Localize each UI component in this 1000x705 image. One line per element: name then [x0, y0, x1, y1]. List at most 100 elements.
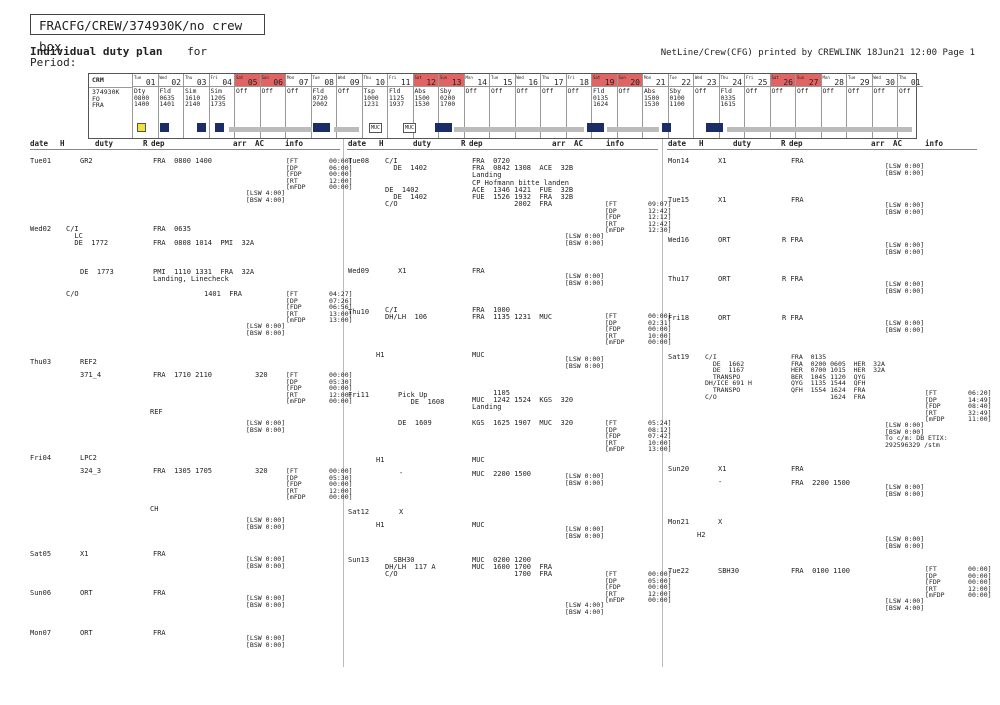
calendar-day-header: Tue 08: [311, 74, 336, 87]
calendar-day-1: Tue 01 Dty 0800 1400: [132, 74, 158, 138]
duty-code: ORT: [80, 629, 93, 637]
day-number: 22: [681, 78, 691, 87]
ft-block: [FT 06:20] [DP 14:49] [FDP 08:40] [RT 32…: [925, 389, 992, 424]
calendar-day-duty: Off: [618, 88, 630, 95]
weekday-label: Wed: [695, 75, 703, 80]
calendar-day-duty: Off: [873, 88, 885, 95]
calendar-day-duty: Sby 0100 1100: [669, 88, 685, 109]
weekday-label: Tue: [312, 75, 320, 80]
col-r: R: [461, 139, 466, 148]
marker: [160, 123, 169, 132]
dep-info: FRA: [472, 267, 485, 275]
weekday-label: Wed: [159, 75, 167, 80]
calendar-day-header: Sat 05: [235, 74, 260, 87]
calendar-day-duty: Abs 1500 1530: [644, 88, 660, 109]
day-date: Tue15: [668, 196, 690, 204]
duty-code: CH: [150, 505, 159, 513]
calendar-day-11: Fri 11 Fld 1125 1937: [387, 74, 413, 138]
marker-yellow: [137, 123, 146, 132]
duty-code: DE 1773: [80, 268, 114, 276]
day-date: Tue08: [348, 157, 370, 165]
duty-code: Pick Up DE 1608: [398, 391, 445, 407]
weekday-label: Thu: [363, 75, 371, 80]
calendar-day-21: Mon 21 Abs 1500 1530: [642, 74, 668, 138]
ft-block: [FT 00:00] [DP 00:00] [FDP 00:00] [RT 12…: [925, 565, 992, 600]
day-number: 19: [604, 78, 615, 87]
col-h: H: [699, 139, 704, 148]
calendar-day-duty: Off: [797, 88, 809, 95]
day-number: 08: [324, 78, 334, 87]
dep-info: MUC MUC 2200 1500: [472, 456, 532, 479]
day-number: 30: [885, 78, 895, 87]
dep-info: R FRA: [782, 275, 804, 283]
weekday-label: Sat: [771, 75, 779, 80]
ft-block: [FT 09:07] [DP 12:42] [FDP 12:12] [RT 12…: [605, 200, 672, 235]
day-number: 15: [502, 78, 513, 87]
calendar-day-8: Tue 08 Fld 0720 2002: [310, 74, 336, 138]
col-dep: dep: [789, 139, 803, 148]
calendar-day-header: Mon 07: [286, 74, 311, 87]
day-number: 25: [757, 78, 768, 87]
calendar-day-header: Fri 11: [388, 74, 413, 87]
calendar-day-6: Sun 06 Off: [259, 74, 285, 138]
gray-bar: [727, 127, 912, 132]
calendar-day-header: Thu 03: [184, 74, 209, 87]
lsw-block: [LSW 0:00] [BSW 0:00]: [565, 525, 605, 540]
dep-info: FRA 0720 FRA 0842 1308 ACE 32B Landing C…: [472, 157, 574, 209]
day-date: Thu17: [668, 275, 690, 283]
calendar-day-header: Fri 18: [566, 74, 591, 87]
col-info: info: [925, 139, 944, 148]
column-underline: [667, 149, 977, 150]
dep-info: FRA 1000 FRA 1135 1231 MUC: [472, 306, 553, 322]
day-date: Sun20: [668, 465, 690, 473]
day-number: 01: [145, 78, 156, 87]
duty-code: REF: [150, 408, 163, 416]
calendar-day-25: Fri 25 Off: [744, 74, 770, 138]
day-date: Sat05: [30, 550, 52, 558]
lsw-block: [LSW 0:00] [BSW 0:00]: [885, 483, 925, 498]
duty-code: C/I LC DE 1772: [66, 225, 109, 248]
lsw-block: [LSW 4:00] [BSW 4:00]: [565, 601, 605, 616]
day-date: Mon21: [668, 518, 690, 526]
calendar-day-26: Sat 26 Off: [769, 74, 795, 138]
calendar-day-header: Sun 06: [260, 74, 285, 87]
duty-code: ORT: [718, 236, 731, 244]
calendar-day-13: Sun 13 Sby 0200 1700: [438, 74, 464, 138]
ft-block: [FT 00:00] [DP 05:30] [FDP 00:00] [RT 12…: [286, 467, 353, 502]
marker: [662, 123, 671, 132]
calendar-day-9: Wed 09 Off: [336, 74, 362, 138]
weekday-label: Thu: [542, 75, 550, 80]
calendar-day-header: Fri 25: [745, 74, 770, 87]
weekday-label: Sat: [414, 75, 422, 80]
duty-code: X1: [718, 465, 727, 473]
calendar-day-duty: Sby 0200 1700: [440, 88, 456, 109]
day-number: 06: [273, 78, 283, 87]
day-date: Fri11: [348, 391, 370, 399]
calendar-day-header: Wed 09: [337, 74, 362, 87]
calendar-day-duty: Off: [746, 88, 758, 95]
lsw-block: [LSW 0:00] [BSW 0:00] To c/m: DB ETIX: 2…: [885, 421, 948, 449]
duty-code: 371_4: [80, 371, 102, 379]
day-number: 18: [579, 78, 589, 87]
duty-code: LPC2: [80, 454, 97, 462]
calendar-day-duty: Off: [261, 88, 273, 95]
duty-code: ORT: [718, 314, 731, 322]
calendar-day-14: Mon 14 Off: [463, 74, 489, 138]
calendar-day-header: Thu 10: [362, 74, 387, 87]
marker: [435, 123, 452, 132]
calendar-day-29: Tue 29 Off: [846, 74, 872, 138]
col-dep: dep: [469, 139, 483, 148]
col-date: date: [668, 139, 687, 148]
col-info: info: [606, 139, 625, 148]
column-divider: [662, 139, 663, 667]
duty-code: SBH30 DH/LH 117 A C/O: [385, 556, 436, 579]
dep-info: FRA: [153, 550, 166, 558]
dep-info: FRA: [153, 629, 166, 637]
lsw-block: [LSW 4:00] [BSW 4:00]: [885, 597, 925, 612]
ac-type: 320: [255, 371, 268, 379]
col-arr: arr: [233, 139, 247, 148]
calendar-day-duty: Off: [542, 88, 554, 95]
lsw-block: [LSW 0:00] [BSW 0:00]: [885, 241, 925, 256]
day-date: Sat19: [668, 353, 690, 361]
lsw-block: [LSW 0:00] [BSW 0:00]: [565, 355, 605, 370]
